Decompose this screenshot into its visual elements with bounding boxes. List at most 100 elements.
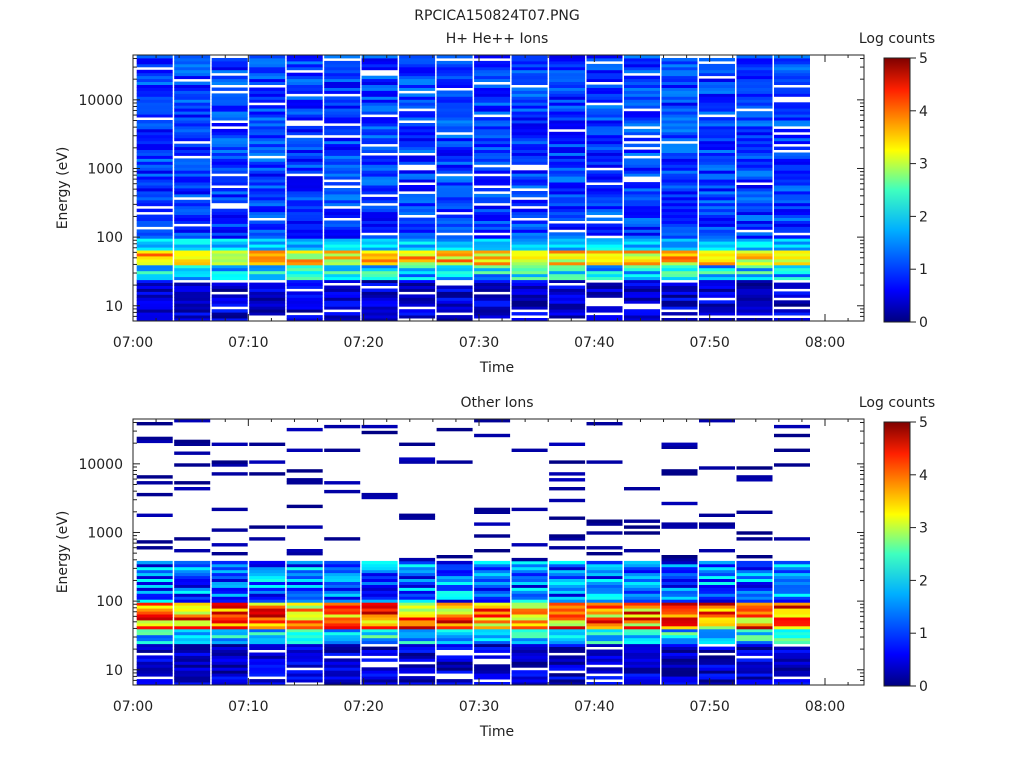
heatmap-cell	[774, 164, 810, 168]
heatmap-cell	[624, 631, 660, 636]
heatmap-cell	[361, 211, 398, 215]
heatmap-cell	[774, 587, 810, 591]
heatmap-cell	[211, 256, 248, 260]
heatmap-cell	[586, 125, 623, 130]
heatmap-cell	[736, 531, 773, 535]
heatmap-cell	[474, 303, 511, 307]
heatmap-cell	[549, 149, 586, 153]
heatmap-cell	[211, 652, 248, 656]
heatmap-cell	[661, 445, 698, 449]
heatmap-cell	[774, 276, 810, 281]
heatmap-cell	[361, 492, 398, 497]
heatmap-cell	[549, 134, 586, 139]
heatmap-cell	[174, 81, 211, 85]
heatmap-cell	[474, 84, 511, 88]
heatmap-cell	[736, 125, 773, 130]
heatmap-cell	[399, 253, 436, 257]
heatmap-cell	[549, 108, 586, 112]
heatmap-cell	[474, 637, 511, 642]
heatmap-cell	[324, 99, 361, 103]
heatmap-cell	[286, 199, 323, 204]
heatmap-cell	[399, 69, 436, 74]
heatmap-cell	[511, 125, 548, 130]
heatmap-cell	[136, 605, 173, 609]
heatmap-cell	[586, 655, 623, 659]
heatmap-cell	[399, 185, 436, 189]
heatmap-cell	[286, 628, 323, 633]
heatmap-cell	[624, 128, 660, 133]
heatmap-cell	[249, 643, 286, 647]
heatmap-cell	[211, 99, 248, 103]
heatmap-cell	[136, 250, 173, 254]
heatmap-cell	[211, 620, 248, 624]
heatmap-cell	[286, 575, 323, 579]
heatmap-cell	[511, 673, 548, 677]
heatmap-cell	[736, 84, 773, 88]
heatmap-cell	[361, 182, 398, 186]
heatmap-cell	[286, 649, 323, 653]
heatmap-cell	[549, 285, 586, 289]
heatmap-cell	[699, 676, 735, 680]
heatmap-cell	[361, 241, 398, 245]
heatmap-cell	[624, 117, 660, 121]
heatmap-cell	[511, 297, 548, 301]
heatmap-cell	[661, 264, 698, 269]
heatmap-cell	[249, 72, 286, 77]
heatmap-cell	[286, 196, 323, 201]
heatmap-cell	[586, 552, 623, 556]
heatmap-cell	[474, 261, 511, 266]
heatmap-cell	[324, 202, 361, 207]
heatmap-cell	[324, 155, 361, 159]
heatmap-cell	[174, 581, 211, 585]
heatmap-cell	[699, 256, 735, 260]
heatmap-cell	[474, 285, 511, 289]
heatmap-cell	[136, 196, 173, 201]
heatmap-cell	[136, 261, 173, 266]
heatmap-cell	[324, 649, 361, 653]
heatmap-cell	[211, 223, 248, 227]
heatmap-cell	[211, 309, 248, 313]
heatmap-cell	[286, 161, 323, 165]
heatmap-cell	[474, 279, 511, 283]
heatmap-cell	[324, 625, 361, 630]
heatmap-cell	[699, 105, 735, 109]
heatmap-cell	[586, 223, 623, 227]
heatmap-cell	[286, 261, 323, 266]
heatmap-cell	[436, 253, 473, 257]
heatmap-cell	[211, 220, 248, 224]
heatmap-cell	[624, 300, 660, 304]
heatmap-cell	[549, 99, 586, 103]
heatmap-cell	[549, 584, 586, 588]
heatmap-cell	[549, 634, 586, 639]
heatmap-cell	[586, 625, 623, 630]
heatmap-cell	[661, 108, 698, 112]
heatmap-cell	[699, 267, 735, 272]
heatmap-cell	[136, 241, 173, 245]
heatmap-cell	[361, 569, 398, 574]
heatmap-cell	[586, 578, 623, 582]
heatmap-cell	[624, 519, 660, 523]
heatmap-cell	[661, 176, 698, 180]
heatmap-cell	[661, 123, 698, 127]
heatmap-cell	[511, 285, 548, 289]
heatmap-cell	[661, 105, 698, 109]
heatmap-cell	[586, 670, 623, 674]
heatmap-cell	[511, 258, 548, 263]
heatmap-cell	[174, 114, 211, 118]
heatmap-cell	[136, 285, 173, 289]
heatmap-cell	[586, 258, 623, 263]
heatmap-cell	[136, 273, 173, 278]
heatmap-cell	[174, 667, 211, 671]
heatmap-cell	[736, 241, 773, 245]
heatmap-cell	[399, 628, 436, 633]
heatmap-cell	[774, 578, 810, 582]
heatmap-cell	[361, 167, 398, 171]
heatmap-cell	[549, 155, 586, 159]
heatmap-cell	[549, 537, 586, 541]
heatmap-cell	[174, 575, 211, 579]
heatmap-cell	[436, 578, 473, 582]
heatmap-cell	[699, 223, 735, 227]
heatmap-cell	[286, 590, 323, 594]
heatmap-cell	[586, 191, 623, 195]
heatmap-cell	[324, 279, 361, 283]
